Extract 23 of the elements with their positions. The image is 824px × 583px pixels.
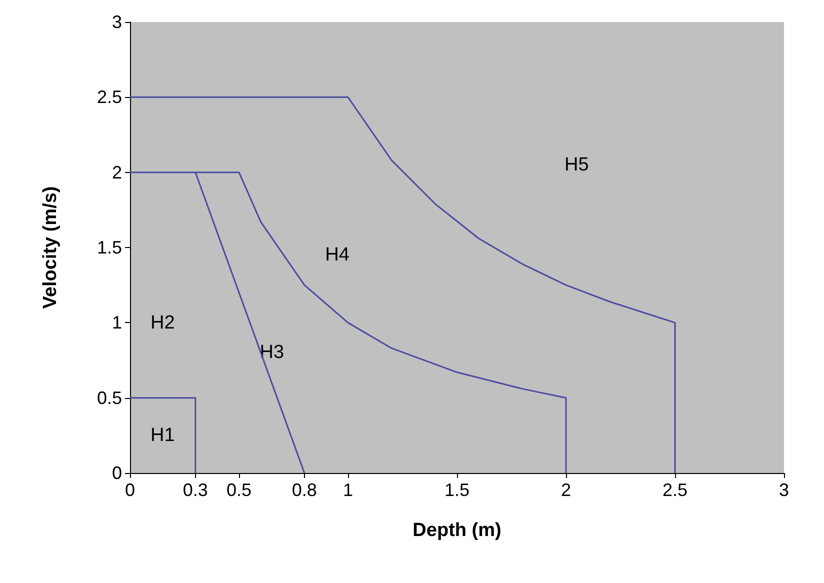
y-axis-title: Velocity (m/s) — [40, 186, 61, 309]
annotation: H3 — [260, 342, 284, 364]
y-tick-label: 0 — [112, 463, 122, 483]
x-tick-label: 2 — [560, 480, 572, 500]
y-tick-label: 1.5 — [96, 238, 122, 258]
x-tick-label: 0.3 — [182, 480, 208, 500]
y-tick-label: 1 — [112, 312, 122, 333]
y-tick-label: 2 — [112, 162, 122, 182]
x-tick-label: 0.5 — [226, 480, 252, 500]
annotation: H4 — [325, 244, 350, 266]
x-axis-title: Depth (m) — [412, 520, 502, 541]
x-tick-label: 1 — [342, 480, 354, 500]
x-tick-label: 0.8 — [292, 480, 317, 500]
x-tick-label: 1.5 — [444, 480, 470, 500]
x-tick-label: 0 — [124, 480, 136, 500]
y-tick-label: 0.5 — [96, 388, 122, 408]
annotation: H2 — [150, 312, 175, 334]
annotation: H5 — [564, 154, 589, 176]
x-tick-label: 2.5 — [662, 480, 688, 500]
x-tick-label: 3 — [778, 480, 790, 500]
annotation: H1 — [150, 425, 175, 446]
y-tick-label: 3 — [112, 12, 122, 32]
y-tick-label: 2.5 — [96, 87, 122, 108]
